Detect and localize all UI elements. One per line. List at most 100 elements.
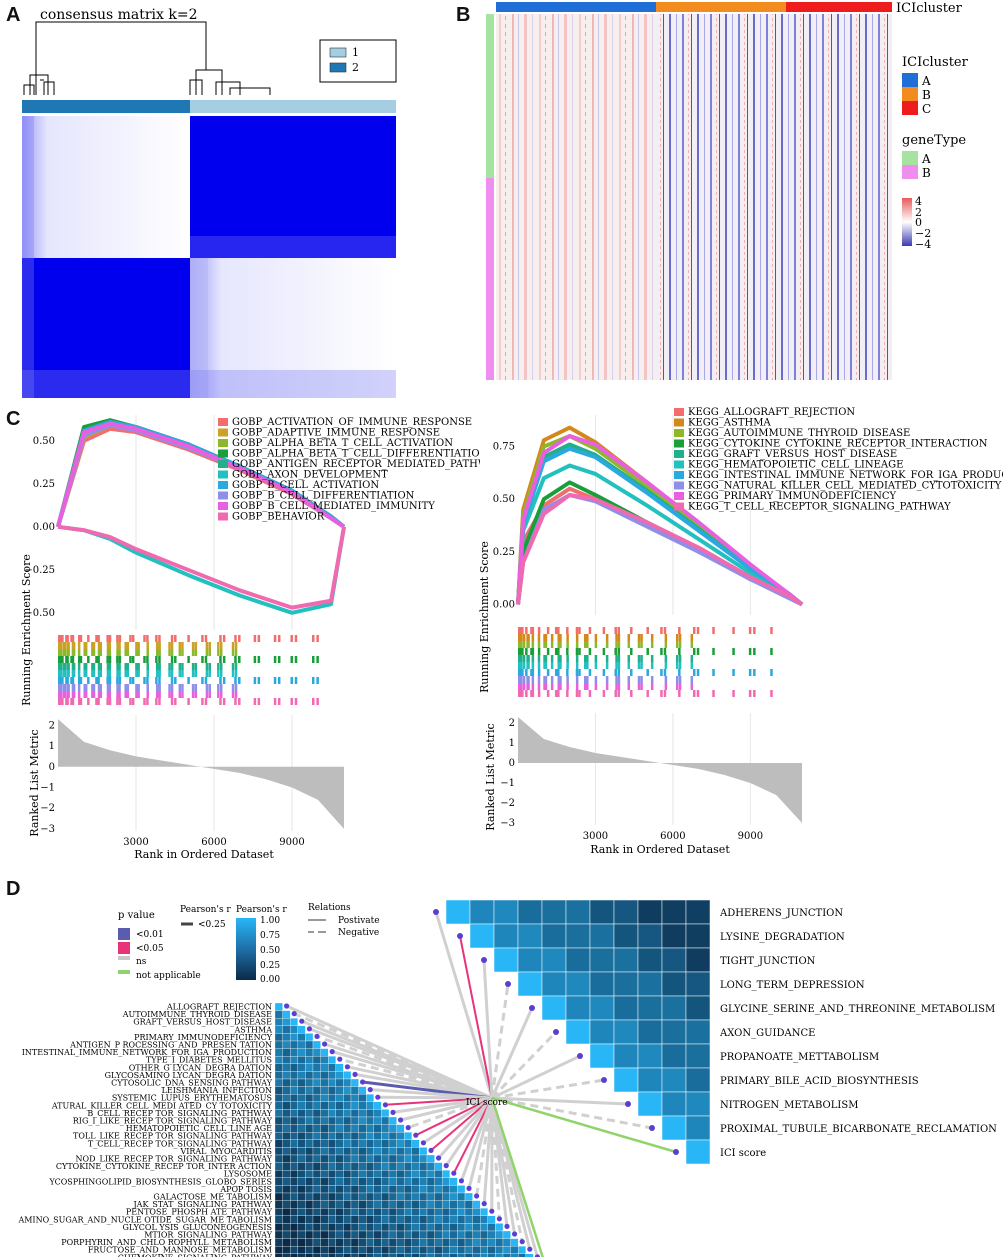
hit-9 [646,690,649,697]
right-cell [517,971,543,997]
left-cell [335,1109,344,1118]
left-cell [297,1208,306,1216]
left-label: LYSOSOME [224,1170,272,1179]
left-cell [495,1253,504,1257]
hit-1 [637,634,641,641]
hit-2 [60,649,63,656]
left-cell [366,1109,374,1118]
curve-9 [57,524,346,610]
svg-text:ns: ns [136,957,147,967]
right-cell [469,923,495,949]
hit-8 [219,691,223,698]
hit-5 [690,662,694,669]
legend-swatch [674,471,684,479]
hit-7 [84,684,88,691]
left-cell [510,1253,519,1257]
gsea-go-figure: Running Enrichment Score Ranked List Met… [20,405,480,861]
hit-2 [234,649,238,656]
legend-swatch [674,408,684,416]
left-label: GLYCOL YSIS_GLUCONEOGENESIS [122,1223,272,1232]
hit-6 [557,669,560,676]
ytick-bottom: 1 [509,738,515,749]
hit-3 [588,648,592,655]
svg-text:not applicable: not applicable [136,971,201,981]
left-cell [449,1192,458,1201]
hit-5 [168,670,171,677]
link-left [444,1097,494,1167]
hit-1 [178,642,182,649]
left-cell [282,1109,291,1118]
left-label: ANTIGEN_P ROCESSING_AND_PRESEN TATION [69,1041,272,1050]
hit-2 [126,649,130,656]
left-node [382,1102,388,1108]
hit-7 [586,676,589,683]
hit-2 [219,649,223,656]
left-cell [282,1132,291,1140]
left-node [458,1178,464,1184]
heatmap-block-a [496,14,656,380]
legend-swatch [674,439,684,448]
left-cell [373,1230,382,1239]
hit-3 [273,656,277,663]
left-cell [274,1215,283,1224]
curve-8 [56,421,346,529]
left-cell [282,1048,291,1057]
legend-label-1: 1 [352,46,359,59]
left-node [299,1018,305,1024]
hit-2 [72,649,76,656]
genetype-bar-a [486,14,494,178]
hit-6 [712,669,715,676]
left-cell [305,1056,314,1064]
left-cell [343,1071,352,1080]
hit-4 [63,663,67,670]
hit-7 [194,684,198,691]
left-cell [305,1177,314,1186]
right-label: ADHERENS_JUNCTION [719,908,843,919]
hit-4 [637,655,641,662]
hit-8 [544,683,548,690]
left-cell [320,1124,329,1133]
cluster-bar-a [496,2,656,12]
consensus-legend: 1 2 [319,39,397,83]
hit-3 [663,648,667,655]
hit-3 [222,656,226,663]
hit-3 [518,648,521,655]
left-cell [312,1215,321,1224]
left-cell [343,1223,352,1232]
left-cell [274,1033,283,1042]
hit-7 [155,684,159,691]
left-node [291,1011,297,1017]
left-cell [434,1162,443,1171]
hit-9 [204,698,208,705]
left-cell [297,1132,306,1140]
consensus-title: consensus matrix k=2 [40,7,198,23]
left-cell [472,1200,481,1209]
hit-2 [650,641,654,648]
hit-7 [124,684,127,691]
hit-5 [63,670,67,677]
hit-9 [273,698,277,705]
left-cell [419,1223,428,1232]
hit-1 [605,634,609,641]
hit-1 [627,634,631,641]
hit-2 [92,649,96,656]
hit-1 [650,634,654,641]
hit-2 [594,641,598,648]
left-cell [464,1192,473,1201]
hit-6 [116,677,119,684]
link-right [491,1096,629,1106]
hit-9 [222,698,226,705]
legend-swatch [674,460,684,469]
hit-0 [525,627,528,634]
svg-text:1.00: 1.00 [260,916,280,926]
hit-0 [79,635,83,642]
left-cell [358,1132,367,1140]
left-cell [335,1215,344,1224]
hit-9 [219,698,222,705]
hit-3 [219,656,222,663]
hit-7 [566,676,569,683]
hit-9 [554,690,558,697]
hit-0 [311,635,315,642]
left-cell [312,1200,321,1209]
hit-5 [58,670,61,677]
